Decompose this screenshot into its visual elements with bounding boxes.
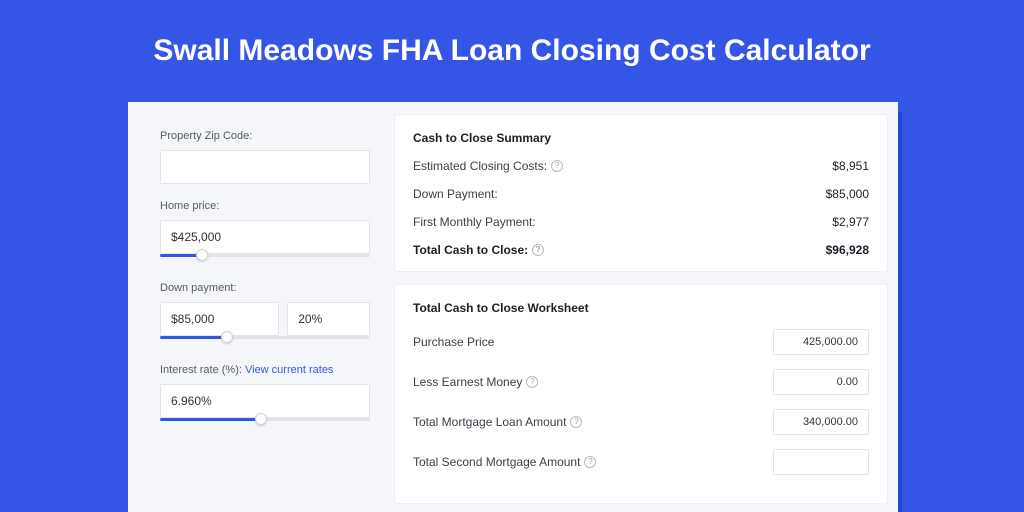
home-price-label: Home price:	[160, 200, 370, 212]
slider-thumb[interactable]	[196, 249, 208, 261]
summary-title: Cash to Close Summary	[413, 131, 869, 145]
summary-total-row: Total Cash to Close: ? $96,928	[413, 243, 869, 257]
worksheet-row-label: Less Earnest Money	[413, 375, 522, 389]
worksheet-value-box[interactable]: 425,000.00	[773, 329, 869, 355]
worksheet-row-label: Total Second Mortgage Amount	[413, 455, 580, 469]
interest-rate-label: Interest rate (%): View current rates	[160, 364, 370, 376]
home-price-input[interactable]	[160, 220, 370, 254]
down-payment-slider[interactable]	[160, 334, 370, 348]
field-zip: Property Zip Code:	[160, 130, 370, 184]
down-payment-input[interactable]	[160, 302, 279, 336]
worksheet-value-box[interactable]: 340,000.00	[773, 409, 869, 435]
field-home-price: Home price:	[160, 200, 370, 266]
worksheet-row: Less Earnest Money ? 0.00	[413, 369, 869, 395]
help-icon[interactable]: ?	[551, 160, 563, 172]
worksheet-row: Total Mortgage Loan Amount ? 340,000.00	[413, 409, 869, 435]
worksheet-value-box[interactable]: 0.00	[773, 369, 869, 395]
help-icon[interactable]: ?	[584, 456, 596, 468]
worksheet-row-label: Total Mortgage Loan Amount	[413, 415, 566, 429]
summary-row: Estimated Closing Costs: ? $8,951	[413, 159, 869, 173]
summary-row: Down Payment: $85,000	[413, 187, 869, 201]
results-panel: Cash to Close Summary Estimated Closing …	[388, 102, 898, 512]
page-title: Swall Meadows FHA Loan Closing Cost Calc…	[0, 0, 1024, 96]
summary-row: First Monthly Payment: $2,977	[413, 215, 869, 229]
worksheet-row: Total Second Mortgage Amount ?	[413, 449, 869, 475]
summary-card: Cash to Close Summary Estimated Closing …	[394, 114, 888, 272]
slider-thumb[interactable]	[221, 331, 233, 343]
worksheet-title: Total Cash to Close Worksheet	[413, 301, 869, 315]
help-icon[interactable]: ?	[532, 244, 544, 256]
summary-row-value: $2,977	[832, 215, 869, 229]
worksheet-value-box[interactable]	[773, 449, 869, 475]
interest-rate-input[interactable]	[160, 384, 370, 418]
worksheet-row: Purchase Price 425,000.00	[413, 329, 869, 355]
zip-label: Property Zip Code:	[160, 130, 370, 142]
home-price-slider[interactable]	[160, 252, 370, 266]
inputs-panel: Property Zip Code: Home price: Down paym…	[128, 102, 388, 512]
help-icon[interactable]: ?	[526, 376, 538, 388]
worksheet-row-label: Purchase Price	[413, 335, 494, 349]
field-down-payment: Down payment:	[160, 282, 370, 348]
summary-row-label: Down Payment:	[413, 187, 498, 201]
interest-rate-slider[interactable]	[160, 416, 370, 430]
field-interest-rate: Interest rate (%): View current rates	[160, 364, 370, 430]
down-payment-percent-input[interactable]	[287, 302, 370, 336]
summary-row-value: $85,000	[826, 187, 869, 201]
worksheet-card: Total Cash to Close Worksheet Purchase P…	[394, 284, 888, 504]
summary-total-label: Total Cash to Close:	[413, 243, 528, 257]
zip-input[interactable]	[160, 150, 370, 184]
help-icon[interactable]: ?	[570, 416, 582, 428]
summary-row-label: Estimated Closing Costs:	[413, 159, 547, 173]
view-rates-link[interactable]: View current rates	[245, 364, 333, 376]
summary-row-value: $8,951	[832, 159, 869, 173]
down-payment-label: Down payment:	[160, 282, 370, 294]
summary-row-label: First Monthly Payment:	[413, 215, 536, 229]
slider-thumb[interactable]	[255, 413, 267, 425]
summary-total-value: $96,928	[826, 243, 869, 257]
calculator-app: Property Zip Code: Home price: Down paym…	[128, 102, 898, 512]
